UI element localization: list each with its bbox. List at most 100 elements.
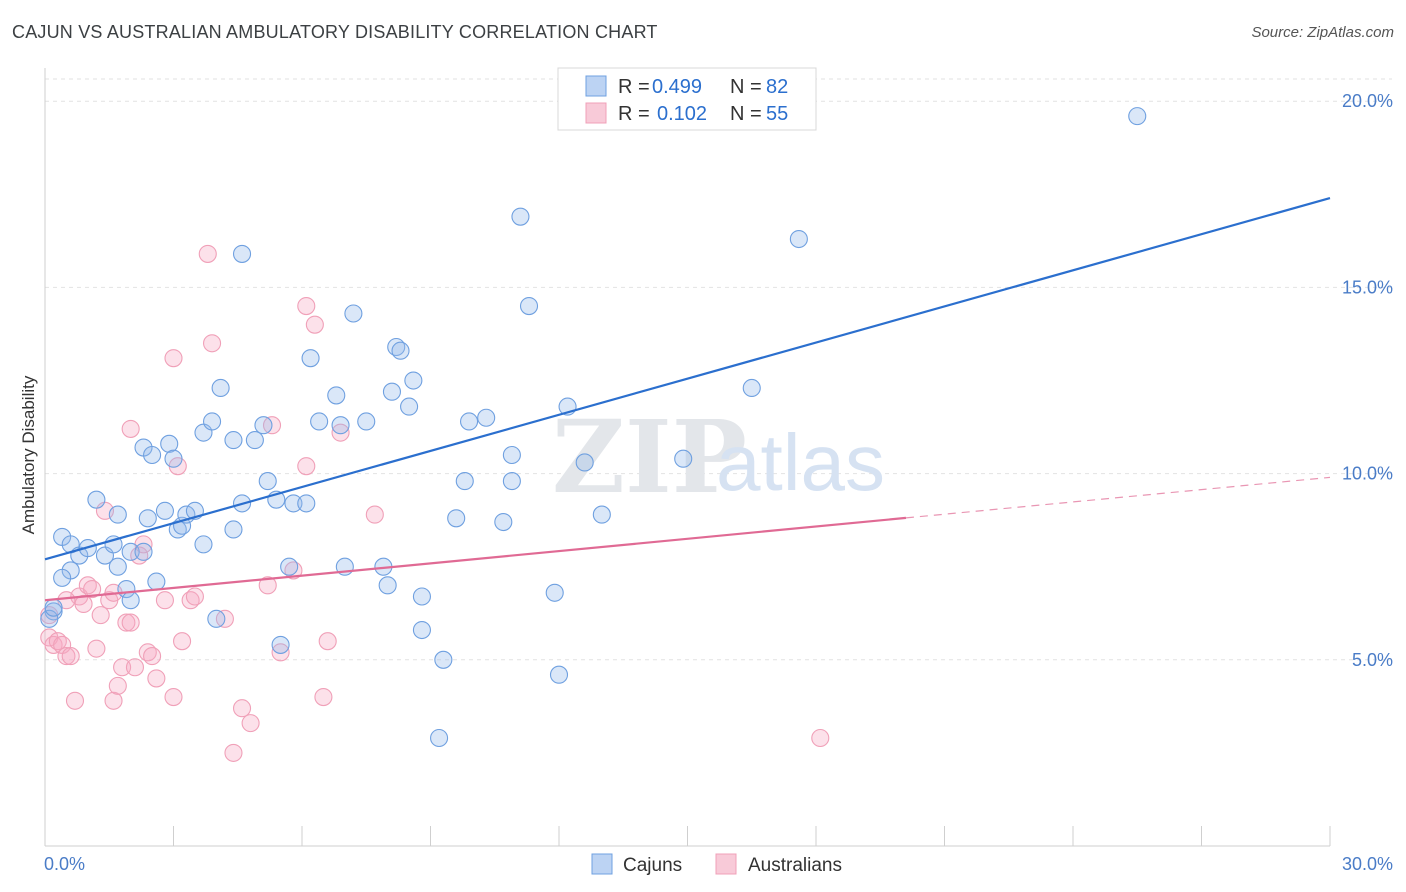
australian-trend-line-dashed: [905, 476, 1331, 519]
cajun-point: [1128, 107, 1147, 126]
cajun-point: [108, 557, 127, 576]
australian-point: [271, 643, 290, 662]
australian-trend-line: [44, 516, 907, 602]
legend-n-value-1: 82: [766, 76, 788, 98]
cajun-point: [545, 583, 564, 602]
bottom-legend-cajuns: Cajuns: [623, 855, 682, 876]
cajun-point: [378, 576, 397, 595]
y-tick-label: 5.0%: [1352, 650, 1393, 670]
x-tick-label: 0.0%: [44, 854, 85, 874]
cajun-point: [331, 416, 350, 435]
cajun-point: [224, 520, 243, 539]
cajun-point: [164, 449, 183, 468]
watermark-atlas: atlas: [716, 418, 885, 507]
australian-point: [258, 576, 277, 595]
cajun-point: [459, 412, 479, 431]
legend-r-label-1: R =: [618, 76, 650, 98]
australian-point: [108, 676, 127, 695]
cajun-point: [143, 445, 162, 465]
cajun-point: [549, 665, 569, 684]
australian-point: [147, 669, 166, 688]
australian-point: [121, 613, 140, 632]
cajun-point: [412, 587, 431, 606]
bottom-legend-swatch-cajuns: [591, 853, 613, 875]
cajun-point: [40, 609, 59, 628]
cajun-point: [224, 431, 243, 450]
cajun-point: [434, 650, 453, 669]
cajun-point: [271, 635, 290, 654]
cajun-point: [310, 412, 329, 431]
cajun-point: [502, 472, 521, 491]
legend-swatch-cajuns: [585, 75, 607, 97]
australian-point: [121, 419, 140, 438]
legend-r-value-2: 0.102: [657, 103, 707, 125]
bottom-legend-australians: Australians: [748, 855, 842, 876]
australian-point: [125, 658, 144, 677]
australian-point: [318, 632, 337, 651]
cajun-point: [477, 408, 496, 427]
cajun-point: [412, 620, 431, 640]
cajun-point: [87, 490, 106, 509]
cajun-point: [297, 494, 316, 513]
australian-point: [297, 457, 316, 476]
cajun-point: [357, 412, 376, 431]
australian-point: [198, 244, 217, 263]
australian-point: [305, 315, 324, 334]
cajun-point: [254, 416, 273, 435]
cajun-point: [203, 412, 222, 431]
cajun-point: [511, 207, 530, 226]
watermark: ZIP atlas: [552, 398, 885, 516]
cajun-point: [400, 397, 419, 416]
australian-point: [297, 296, 316, 316]
cajun-point: [155, 501, 174, 520]
australian-point: [331, 423, 350, 442]
australian-point: [365, 505, 384, 524]
axes: [44, 68, 1331, 847]
cajun-point: [245, 431, 264, 450]
australian-point: [164, 687, 183, 707]
australian-point: [143, 647, 162, 666]
cajun-point: [194, 535, 213, 554]
cajun-point: [382, 382, 402, 401]
cajun-point: [44, 598, 63, 617]
cajun-point: [430, 728, 449, 748]
legend-r-value-1: 0.499: [652, 76, 702, 98]
australian-point: [241, 714, 260, 733]
bottom-legend-swatch-australians: [715, 853, 737, 875]
legend-n-label-1: N =: [730, 76, 762, 98]
australian-point: [87, 639, 106, 658]
australian-point: [65, 691, 85, 710]
australian-point: [164, 349, 183, 368]
y-tick-label: 15.0%: [1342, 277, 1393, 297]
australian-point: [185, 587, 204, 606]
chart-title: CAJUN VS AUSTRALIAN AMBULATORY DISABILIT…: [12, 22, 658, 42]
australian-point: [173, 632, 192, 651]
australian-point: [117, 613, 136, 632]
australian-point: [57, 647, 76, 666]
legend-swatch-australians: [585, 102, 607, 124]
cajun-trend-line: [44, 196, 1331, 561]
australian-point: [91, 606, 110, 625]
australian-point: [232, 699, 252, 718]
cajun-point: [575, 453, 594, 472]
australian-point: [155, 591, 174, 610]
chart-source: Source: ZipAtlas.com: [1251, 24, 1394, 41]
cajun-point: [134, 542, 153, 561]
legend: R = 0.499 N = 82 R = 0.102 N = 55: [557, 67, 817, 131]
cajun-point: [391, 341, 410, 360]
australian-point: [61, 647, 80, 666]
cajun-point: [53, 568, 72, 587]
y-tick-label: 20.0%: [1342, 91, 1393, 111]
y-tick-labels: 5.0% 10.0% 15.0% 20.0%: [1342, 91, 1393, 670]
watermark-zip: ZIP: [552, 398, 747, 516]
australian-point: [224, 743, 243, 762]
cajun-point: [211, 378, 230, 398]
australian-point: [113, 658, 132, 677]
y-axis-label: Ambulatory Disability: [19, 375, 38, 534]
cajun-point: [232, 244, 252, 263]
data-points: [40, 107, 1147, 762]
cajun-point: [280, 557, 299, 576]
cajun-point: [284, 494, 303, 513]
cajun-point: [344, 304, 363, 323]
cajun-point: [108, 505, 127, 524]
